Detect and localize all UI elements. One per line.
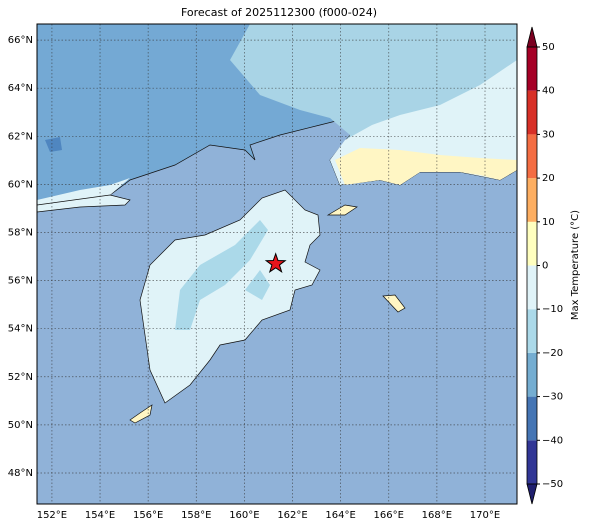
colorbar-tick-label: −10 <box>542 304 563 315</box>
colorbar-tick-label: 30 <box>542 129 555 140</box>
y-tick-label: 60°N <box>8 179 33 190</box>
colorbar-bin <box>527 352 537 397</box>
y-tick-label: 56°N <box>8 276 33 287</box>
colorbar-tick-label: −30 <box>542 392 563 403</box>
x-tick-label: 154°E <box>85 510 115 521</box>
region <box>245 270 270 300</box>
y-tick-label: 64°N <box>8 83 33 94</box>
x-tick-label: 166°E <box>374 510 404 521</box>
colorbar-label: Max Temperature (°C) <box>570 210 581 320</box>
x-tick-label: 160°E <box>229 510 259 521</box>
colorbar: −50 −40 −30 −20 −10 0 10 20 30 40 50 <box>526 26 563 505</box>
colorbar-tick-label: 40 <box>542 86 555 97</box>
region <box>335 148 517 185</box>
colorbar-bin <box>527 440 537 484</box>
colorbar-extend <box>526 26 538 48</box>
island <box>382 294 406 313</box>
x-tick-label: 170°E <box>470 510 500 521</box>
island <box>129 404 153 424</box>
grid <box>37 24 517 504</box>
x-tick-label: 162°E <box>277 510 307 521</box>
colorbar-bin <box>527 47 537 91</box>
colorbar-tick-label: −50 <box>542 479 563 490</box>
y-tick-label: 48°N <box>8 468 33 479</box>
peninsula <box>139 189 321 404</box>
y-tick-label: 66°N <box>8 35 33 46</box>
colorbar-tick-label: 50 <box>542 42 555 53</box>
region <box>37 178 130 205</box>
x-tick-label: 152°E <box>37 510 67 521</box>
colorbar-tick-label: 0 <box>542 261 548 272</box>
colorbar-tick-label: 10 <box>542 217 555 228</box>
colorbar-bin <box>527 309 537 353</box>
y-tick-label: 52°N <box>8 372 33 383</box>
colorbar-bin <box>527 178 537 222</box>
location-marker <box>264 252 287 274</box>
region <box>175 220 268 330</box>
x-tick-label: 158°E <box>181 510 211 521</box>
colorbar-bin <box>527 221 537 266</box>
chart-title: Forecast of 2025112300 (f000-024) <box>181 6 377 19</box>
colorbar-bin <box>527 396 537 441</box>
colorbar-tick-label: −20 <box>542 348 563 359</box>
colorbar-bin <box>527 265 537 310</box>
island <box>326 204 358 216</box>
colorbar-tick-label: 20 <box>542 173 555 184</box>
markers <box>264 252 287 274</box>
coast-strip <box>37 194 131 213</box>
y-tick-label: 54°N <box>8 324 33 335</box>
x-tick-label: 164°E <box>325 510 355 521</box>
colorbar-tick-label: −40 <box>542 435 563 446</box>
axes: 152°E 154°E 156°E 158°E 160°E 162°E 164°E 166°E… <box>8 35 500 521</box>
y-tick-label: 58°N <box>8 227 33 238</box>
colorbar-bin <box>527 134 537 179</box>
colorbar-bin <box>527 90 537 135</box>
y-tick-label: 50°N <box>8 420 33 431</box>
y-tick-label: 62°N <box>8 131 33 142</box>
region <box>45 137 62 152</box>
colorbar-extend <box>526 483 538 505</box>
map-frame <box>36 23 518 505</box>
map <box>37 24 517 504</box>
x-tick-label: 156°E <box>133 510 163 521</box>
x-tick-label: 168°E <box>422 510 452 521</box>
